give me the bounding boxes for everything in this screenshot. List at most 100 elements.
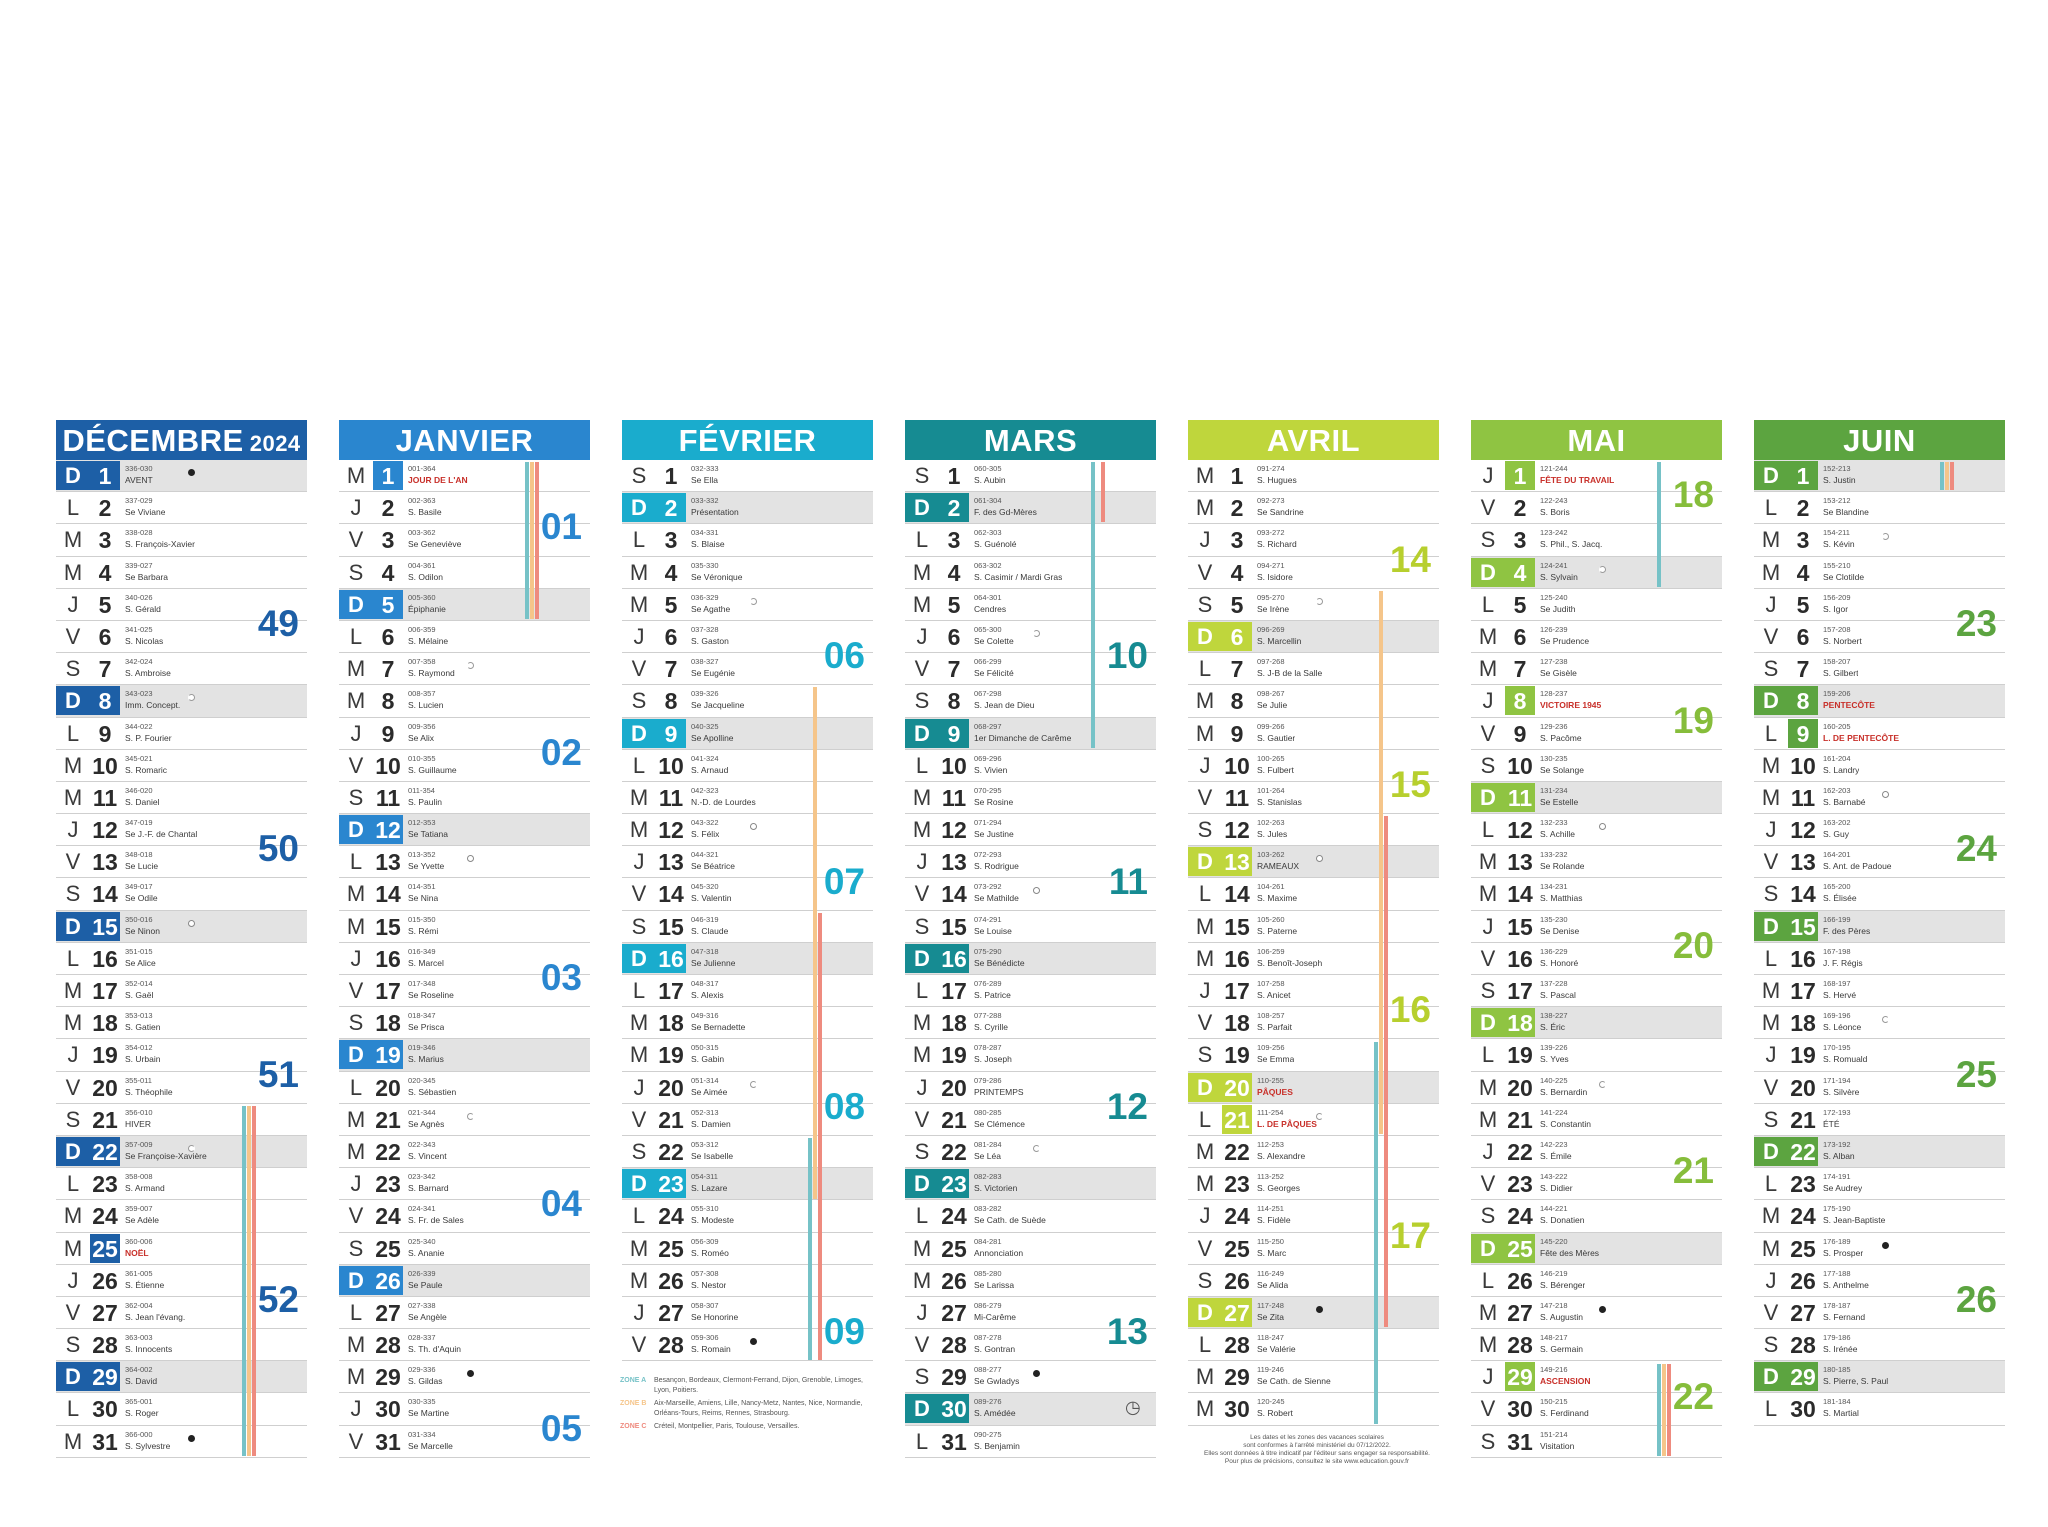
day-row[interactable]: M 23 113-252 S. Georges bbox=[1188, 1168, 1439, 1201]
day-row[interactable]: L 9 160-205 L. DE PENTECÔTE bbox=[1754, 718, 2005, 750]
day-row[interactable]: M 18 077-288 S. Cyrille bbox=[905, 1007, 1156, 1040]
day-row[interactable]: S 1 032-333 Se Ella bbox=[622, 460, 873, 493]
day-row[interactable]: D 5 005-360 Épiphanie bbox=[339, 588, 590, 621]
day-row[interactable]: S 17 137-228 S. Pascal bbox=[1471, 975, 1722, 1008]
day-row[interactable]: M 26 057-308 S. Nestor bbox=[622, 1265, 873, 1297]
day-row[interactable]: J 20 051-314 Se Aimée bbox=[622, 1072, 873, 1104]
day-row[interactable]: L 14 104-261 S. Maxime bbox=[1188, 878, 1439, 911]
day-row[interactable]: M 27 147-218 S. Augustin bbox=[1471, 1297, 1722, 1330]
day-row[interactable]: M 1 001-364 JOUR DE L'AN bbox=[339, 460, 590, 493]
day-row[interactable]: M 10 161-204 S. Landry bbox=[1754, 750, 2005, 782]
day-row[interactable]: S 31 151-214 Visitation bbox=[1471, 1426, 1722, 1458]
day-row[interactable]: D 26 026-339 Se Paule bbox=[339, 1264, 590, 1297]
day-row[interactable]: V 16 136-229 S. Honoré bbox=[1471, 943, 1722, 975]
day-row[interactable]: L 27 027-338 Se Angèle bbox=[339, 1297, 590, 1330]
day-row[interactable]: M 10 345-021 S. Romaric bbox=[56, 750, 307, 782]
day-row[interactable]: S 15 074-291 Se Louise bbox=[905, 911, 1156, 943]
day-row[interactable]: S 14 165-200 S. Élisée bbox=[1754, 878, 2005, 911]
day-row[interactable]: D 1 152-213 S. Justin bbox=[1754, 460, 2005, 493]
day-row[interactable]: D 8 343-023 Imm. Concept. bbox=[56, 685, 307, 718]
day-row[interactable]: S 28 179-186 S. Irénée bbox=[1754, 1329, 2005, 1362]
day-row[interactable]: L 24 083-282 Se Cath. de Suède bbox=[905, 1200, 1156, 1233]
day-row[interactable]: M 21 021-344 Se Agnès bbox=[339, 1104, 590, 1136]
day-row[interactable]: S 14 349-017 Se Odile bbox=[56, 878, 307, 911]
day-row[interactable]: J 6 037-328 S. Gaston bbox=[622, 621, 873, 654]
day-row[interactable]: D 8 159-206 PENTECÔTE bbox=[1754, 685, 2005, 718]
day-row[interactable]: M 25 176-189 S. Prosper bbox=[1754, 1233, 2005, 1265]
day-row[interactable]: V 17 017-348 Se Roseline bbox=[339, 975, 590, 1008]
day-row[interactable]: D 29 180-185 S. Pierre, S. Paul bbox=[1754, 1361, 2005, 1394]
day-row[interactable]: M 15 015-350 S. Rémi bbox=[339, 911, 590, 943]
day-row[interactable]: D 15 350-016 Se Ninon bbox=[56, 910, 307, 943]
day-row[interactable]: J 23 023-342 S. Barnard bbox=[339, 1168, 590, 1201]
day-row[interactable]: J 13 072-293 S. Rodrigue bbox=[905, 846, 1156, 879]
day-row[interactable]: M 28 148-217 S. Germain bbox=[1471, 1329, 1722, 1362]
day-row[interactable]: S 29 088-277 Se Gwladys bbox=[905, 1361, 1156, 1394]
day-row[interactable]: M 24 359-007 Se Adèle bbox=[56, 1200, 307, 1233]
day-row[interactable]: V 27 178-187 S. Fernand bbox=[1754, 1297, 2005, 1330]
day-row[interactable]: J 3 093-272 S. Richard bbox=[1188, 524, 1439, 557]
day-row[interactable]: V 20 171-194 S. Silvère bbox=[1754, 1072, 2005, 1104]
day-row[interactable]: S 11 011-354 S. Paulin bbox=[339, 782, 590, 815]
day-row[interactable]: J 13 044-321 Se Béatrice bbox=[622, 846, 873, 879]
day-row[interactable]: M 31 366-000 S. Sylvestre bbox=[56, 1426, 307, 1458]
day-row[interactable]: S 22 081-284 Se Léa bbox=[905, 1136, 1156, 1169]
day-row[interactable]: S 4 004-361 S. Odilon bbox=[339, 557, 590, 589]
day-row[interactable]: S 7 158-207 S. Gilbert bbox=[1754, 653, 2005, 686]
day-row[interactable]: S 8 039-326 Se Jacqueline bbox=[622, 685, 873, 718]
day-row[interactable]: D 29 364-002 S. David bbox=[56, 1361, 307, 1394]
day-row[interactable]: M 17 352-014 S. Gaël bbox=[56, 975, 307, 1008]
day-row[interactable]: V 14 073-292 Se Mathilde bbox=[905, 878, 1156, 911]
day-row[interactable]: M 4 063-302 S. Casimir / Mardi Gras bbox=[905, 557, 1156, 589]
day-row[interactable]: S 8 067-298 S. Jean de Dieu bbox=[905, 685, 1156, 718]
day-row[interactable]: M 4 155-210 Se Clotilde bbox=[1754, 557, 2005, 589]
day-row[interactable]: V 27 362-004 S. Jean l'évang. bbox=[56, 1297, 307, 1330]
day-row[interactable]: L 23 174-191 Se Audrey bbox=[1754, 1168, 2005, 1201]
day-row[interactable]: L 2 153-212 Se Blandine bbox=[1754, 492, 2005, 525]
day-row[interactable]: S 5 095-270 Se Irène bbox=[1188, 589, 1439, 621]
day-row[interactable]: S 10 130-235 Se Solange bbox=[1471, 750, 1722, 782]
day-row[interactable]: S 7 342-024 S. Ambroise bbox=[56, 653, 307, 686]
day-row[interactable]: D 27 117-248 Se Zita bbox=[1188, 1296, 1439, 1330]
day-row[interactable]: S 1 060-305 S. Aubin bbox=[905, 460, 1156, 493]
day-row[interactable]: J 10 100-265 S. Fulbert bbox=[1188, 750, 1439, 782]
day-row[interactable]: J 5 156-209 S. Igor bbox=[1754, 589, 2005, 621]
day-row[interactable]: M 25 056-309 S. Roméo bbox=[622, 1233, 873, 1265]
day-row[interactable]: M 4 035-330 Se Véronique bbox=[622, 557, 873, 589]
day-row[interactable]: M 19 050-315 S. Gabin bbox=[622, 1039, 873, 1072]
day-row[interactable]: M 3 154-211 S. Kévin bbox=[1754, 524, 2005, 557]
day-row[interactable]: V 21 080-285 Se Clémence bbox=[905, 1104, 1156, 1136]
day-row[interactable]: J 26 177-188 S. Anthelme bbox=[1754, 1265, 2005, 1297]
day-row[interactable]: V 21 052-313 S. Damien bbox=[622, 1104, 873, 1136]
day-row[interactable]: D 1 336-030 AVENT bbox=[56, 460, 307, 493]
day-row[interactable]: L 17 048-317 S. Alexis bbox=[622, 975, 873, 1008]
day-row[interactable]: M 18 169-196 S. Léonce bbox=[1754, 1007, 2005, 1040]
day-row[interactable]: J 27 058-307 Se Honorine bbox=[622, 1297, 873, 1330]
day-row[interactable]: D 23 082-283 S. Victorien bbox=[905, 1168, 1156, 1201]
day-row[interactable]: J 5 340-026 S. Gérald bbox=[56, 589, 307, 621]
day-row[interactable]: M 8 008-357 S. Lucien bbox=[339, 685, 590, 718]
day-row[interactable]: J 1 121-244 FÊTE DU TRAVAIL bbox=[1471, 460, 1722, 493]
day-row[interactable]: M 28 028-337 S. Th. d'Aquin bbox=[339, 1329, 590, 1362]
day-row[interactable]: V 28 059-306 S. Romain bbox=[622, 1329, 873, 1362]
day-row[interactable]: D 22 357-009 Se Françoise-Xavière bbox=[56, 1135, 307, 1169]
day-row[interactable]: M 11 162-203 S. Barnabé bbox=[1754, 782, 2005, 815]
day-row[interactable]: M 12 071-294 Se Justine bbox=[905, 814, 1156, 847]
day-row[interactable]: D 16 075-290 Se Bénédicte bbox=[905, 942, 1156, 975]
day-row[interactable]: M 9 099-266 S. Gautier bbox=[1188, 718, 1439, 750]
day-row[interactable]: V 14 045-320 S. Valentin bbox=[622, 878, 873, 911]
day-row[interactable]: M 19 078-287 S. Joseph bbox=[905, 1039, 1156, 1072]
day-row[interactable]: J 24 114-251 S. Fidèle bbox=[1188, 1200, 1439, 1233]
day-row[interactable]: M 24 175-190 S. Jean-Baptiste bbox=[1754, 1200, 2005, 1233]
day-row[interactable]: M 12 043-322 S. Félix bbox=[622, 814, 873, 847]
day-row[interactable]: S 25 025-340 S. Ananie bbox=[339, 1233, 590, 1265]
day-row[interactable]: V 4 094-271 S. Isidore bbox=[1188, 557, 1439, 589]
day-row[interactable]: J 26 361-005 S. Étienne bbox=[56, 1265, 307, 1297]
day-row[interactable]: D 20 110-255 PÂQUES bbox=[1188, 1071, 1439, 1104]
day-row[interactable]: M 16 106-259 S. Benoît-Joseph bbox=[1188, 943, 1439, 975]
day-row[interactable]: M 7 007-358 S. Raymond bbox=[339, 653, 590, 686]
day-row[interactable]: M 18 049-316 Se Bernadette bbox=[622, 1007, 873, 1040]
day-row[interactable]: L 16 351-015 Se Alice bbox=[56, 943, 307, 975]
day-row[interactable]: L 19 139-226 S. Yves bbox=[1471, 1039, 1722, 1072]
day-row[interactable]: V 2 122-243 S. Boris bbox=[1471, 492, 1722, 525]
